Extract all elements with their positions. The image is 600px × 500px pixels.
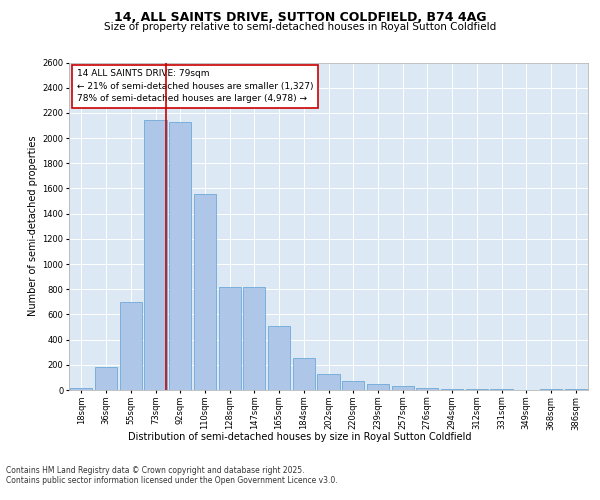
Bar — [95, 368, 117, 390]
Text: 14 ALL SAINTS DRIVE: 79sqm
← 21% of semi-detached houses are smaller (1,327)
78%: 14 ALL SAINTS DRIVE: 79sqm ← 21% of semi… — [77, 69, 313, 103]
Text: Size of property relative to semi-detached houses in Royal Sutton Coldfield: Size of property relative to semi-detach… — [104, 22, 496, 32]
Text: Distribution of semi-detached houses by size in Royal Sutton Coldfield: Distribution of semi-detached houses by … — [128, 432, 472, 442]
Bar — [317, 374, 340, 390]
Text: Contains HM Land Registry data © Crown copyright and database right 2025.: Contains HM Land Registry data © Crown c… — [6, 466, 305, 475]
Bar — [169, 122, 191, 390]
Bar — [342, 380, 364, 390]
Text: Contains public sector information licensed under the Open Government Licence v3: Contains public sector information licen… — [6, 476, 338, 485]
Bar — [119, 302, 142, 390]
Bar — [218, 286, 241, 390]
Text: 14, ALL SAINTS DRIVE, SUTTON COLDFIELD, B74 4AG: 14, ALL SAINTS DRIVE, SUTTON COLDFIELD, … — [114, 11, 486, 24]
Bar — [416, 388, 439, 390]
Bar — [392, 386, 414, 390]
Bar — [194, 194, 216, 390]
Bar — [367, 384, 389, 390]
Y-axis label: Number of semi-detached properties: Number of semi-detached properties — [28, 136, 38, 316]
Bar — [145, 120, 167, 390]
Bar — [268, 326, 290, 390]
Bar — [293, 358, 315, 390]
Bar — [70, 388, 92, 390]
Bar — [243, 286, 265, 390]
